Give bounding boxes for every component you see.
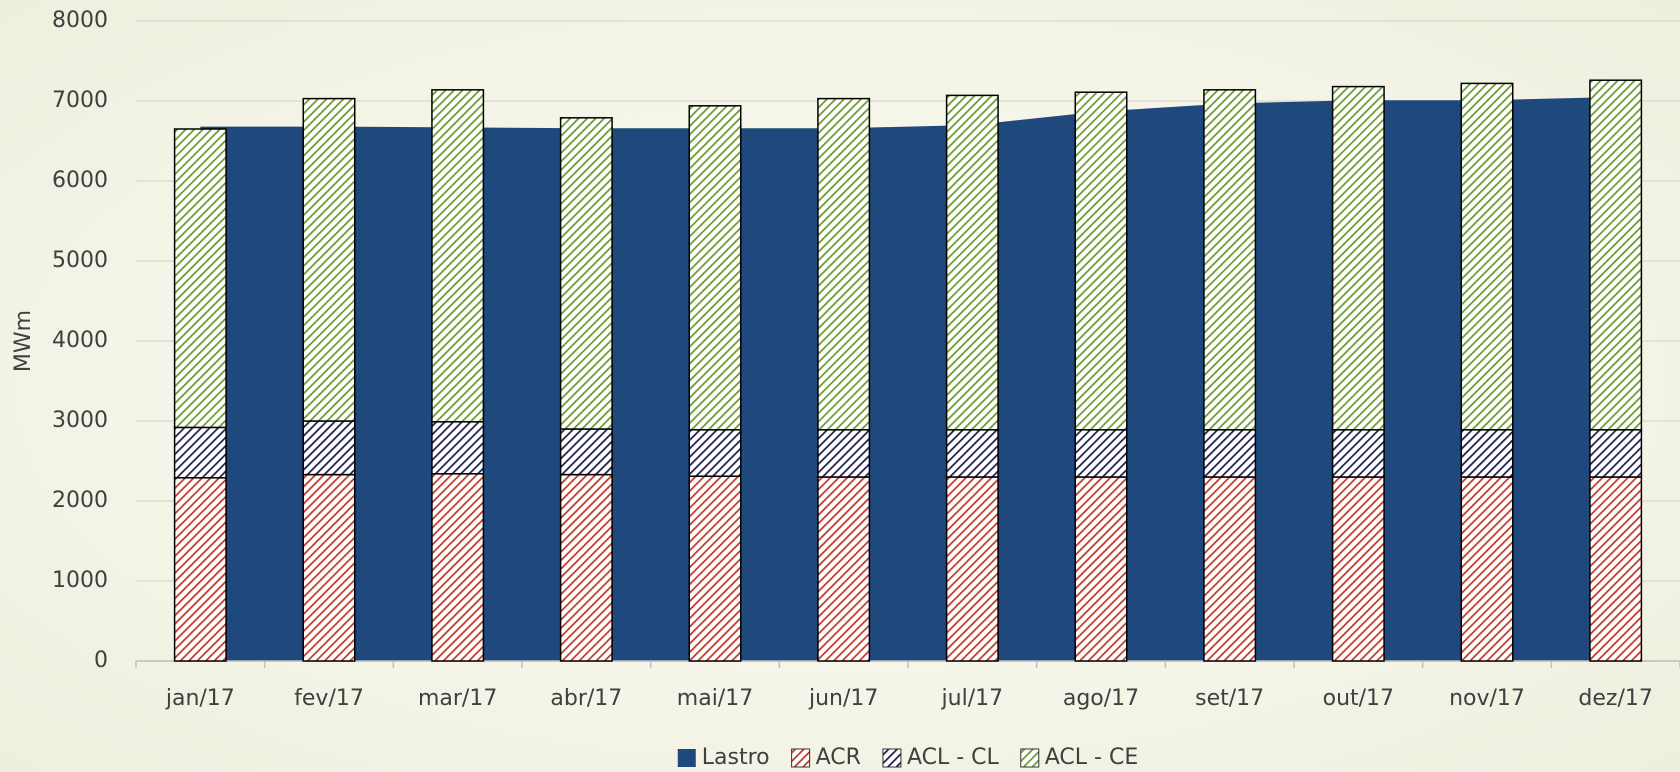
bar — [1074, 91, 1128, 431]
bar — [1589, 429, 1643, 478]
bar — [945, 429, 999, 478]
x-tick-label: ago/17 — [1063, 686, 1139, 711]
bar — [173, 128, 227, 429]
bar — [945, 94, 999, 431]
bar — [173, 477, 227, 662]
bar — [431, 421, 485, 475]
bar — [559, 428, 613, 476]
bar — [817, 97, 871, 431]
y-tick-label: 1000 — [52, 568, 108, 593]
legend-swatch — [882, 748, 902, 768]
bar — [1331, 429, 1385, 478]
bar — [688, 475, 742, 662]
bar — [302, 97, 356, 422]
bar — [302, 420, 356, 476]
bar — [302, 473, 356, 662]
bar — [1074, 429, 1128, 478]
legend-label: ACR — [816, 745, 861, 770]
y-tick-label: 2000 — [52, 488, 108, 513]
bar — [688, 105, 742, 431]
y-tick-label: 6000 — [52, 168, 108, 193]
area — [200, 97, 1616, 661]
bar — [1460, 82, 1514, 431]
x-tick-label: fev/17 — [294, 686, 364, 711]
bar — [817, 476, 871, 662]
x-tick-label: abr/17 — [550, 686, 622, 711]
legend-swatch — [791, 748, 811, 768]
bar — [1203, 89, 1257, 431]
bar — [1203, 429, 1257, 478]
y-tick-label: 8000 — [52, 8, 108, 33]
bar — [1203, 476, 1257, 662]
y-tick-label: 3000 — [52, 408, 108, 433]
y-tick-label: 4000 — [52, 328, 108, 353]
x-tick-label: dez/17 — [1578, 686, 1652, 711]
legend: Lastro ACR ACL - CL ACL - CE — [677, 745, 1138, 770]
bar — [431, 473, 485, 662]
y-tick-label: 7000 — [52, 88, 108, 113]
bar — [1460, 476, 1514, 662]
x-tick-label: set/17 — [1195, 686, 1264, 711]
bar — [1331, 476, 1385, 662]
bar — [817, 429, 871, 478]
x-tick-label: mai/17 — [677, 686, 753, 711]
bar — [1460, 429, 1514, 478]
x-tick-label: jul/17 — [941, 686, 1004, 711]
x-tick-label: jan/17 — [165, 686, 235, 711]
y-tick-label: 5000 — [52, 248, 108, 273]
bar — [1331, 85, 1385, 431]
x-tick-label: nov/17 — [1449, 686, 1525, 711]
bar — [1589, 79, 1643, 431]
y-tick-label: 0 — [94, 648, 108, 673]
bar — [173, 426, 227, 479]
legend-swatch — [1020, 748, 1040, 768]
bar — [1074, 476, 1128, 662]
x-tick-label: mar/17 — [418, 686, 497, 711]
bar — [1589, 476, 1643, 662]
bar — [559, 117, 613, 430]
legend-swatch — [677, 749, 696, 767]
legend-label: Lastro — [702, 745, 770, 770]
y-axis-label: MWm — [11, 310, 36, 372]
legend-label: ACL - CE — [1045, 745, 1138, 770]
bar — [688, 429, 742, 477]
x-tick-label: out/17 — [1323, 686, 1394, 711]
legend-label: ACL - CL — [907, 745, 1000, 770]
bar — [945, 476, 999, 662]
bar — [431, 89, 485, 423]
bar — [559, 473, 613, 662]
x-tick-label: jun/17 — [808, 686, 878, 711]
